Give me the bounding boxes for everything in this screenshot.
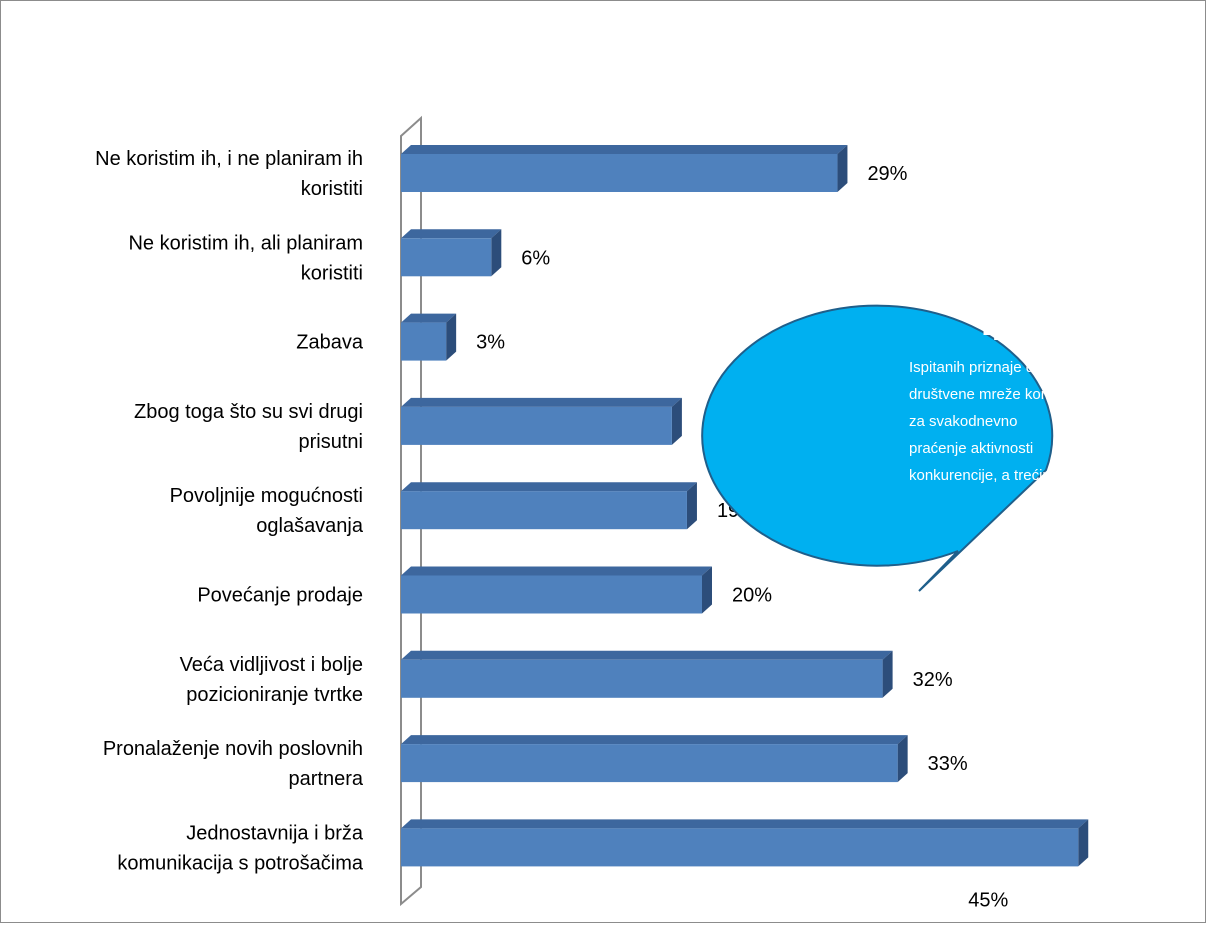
category-label: Pronalaženje novih poslovnih xyxy=(103,738,363,760)
bar-7 xyxy=(401,650,893,698)
bar-2 xyxy=(401,229,502,277)
category-label: Zbog toga što su svi drugi xyxy=(134,401,363,423)
callout-line-5: konkurencije, a trećina xyxy=(909,467,1060,484)
bar-top-face xyxy=(401,313,457,323)
bar-side-face xyxy=(491,229,502,277)
callout-line-1: Ispitanih priznaje da xyxy=(909,359,1043,376)
bar-top-face xyxy=(401,819,1089,829)
bar-front-face xyxy=(401,659,883,698)
bar-top-face xyxy=(401,145,848,154)
bar-4 xyxy=(401,397,682,445)
bar-top-face xyxy=(401,229,502,239)
bar-side-face xyxy=(897,735,908,783)
bar-front-face xyxy=(401,322,447,361)
bar-side-face xyxy=(686,482,697,530)
bar-side-face xyxy=(882,650,893,698)
bar-front-face xyxy=(401,154,838,192)
category-label: pozicioniranje tvrtke xyxy=(186,684,363,706)
callout-line-3: za svakodnevno xyxy=(909,413,1017,430)
bar-side-face xyxy=(837,145,848,192)
category-label: prisutni xyxy=(299,431,363,453)
bar-front-face xyxy=(401,575,702,614)
bar-front-face xyxy=(401,406,672,445)
callout-shape xyxy=(701,304,1054,592)
bar-top-face xyxy=(401,566,712,576)
category-label: Povoljnije mogućnosti xyxy=(170,485,363,507)
value-label: 32% xyxy=(913,669,953,691)
category-label: komunikacija s potrošačima xyxy=(117,852,364,874)
bar-side-face xyxy=(671,397,682,445)
category-label: Ne koristim ih, ali planiram xyxy=(128,232,363,254)
value-label: 45% xyxy=(968,889,1008,911)
category-label: Jednostavnija i brža xyxy=(186,822,364,844)
bar-top-face xyxy=(401,397,682,407)
category-label: Povećanje prodaje xyxy=(197,585,363,607)
category-label: koristiti xyxy=(301,178,363,200)
value-label: 3% xyxy=(476,332,505,354)
callout-line-4: praćenje aktivnosti xyxy=(909,440,1033,457)
callout-line-2: društvene mreže koristi i xyxy=(909,386,1072,403)
bar-9 xyxy=(401,819,1089,867)
bar-front-face xyxy=(401,491,687,530)
bar-top-face xyxy=(401,735,908,745)
value-label: 29% xyxy=(867,163,907,185)
bar-top-face xyxy=(401,650,893,660)
category-label: koristiti xyxy=(301,262,363,284)
bar-8 xyxy=(401,735,908,783)
bar-6 xyxy=(401,566,712,614)
bar-5 xyxy=(401,482,697,530)
bar-3 xyxy=(401,313,457,361)
bar-front-face xyxy=(401,828,1079,867)
bar-front-face xyxy=(401,238,492,277)
bar-front-face xyxy=(401,744,898,783)
callout-bubble: 40% Ispitanih priznaje da društvene mrež… xyxy=(701,304,1072,592)
category-label: Ne koristim ih, i ne planiram ih xyxy=(95,148,363,170)
category-labels: Ne koristim ih, i ne planiram ih koristit… xyxy=(95,148,364,874)
bar-side-face xyxy=(702,566,712,614)
category-label: partnera xyxy=(289,768,364,790)
bars-layer xyxy=(401,145,1089,867)
value-label: 20% xyxy=(732,585,772,607)
callout-percent: 40% xyxy=(983,310,1051,348)
category-label: oglašavanja xyxy=(256,515,364,537)
category-label: Veća vidljivost i bolje xyxy=(180,654,363,676)
bar-top-face xyxy=(401,482,697,492)
category-label: Zabava xyxy=(296,332,364,354)
value-label: 6% xyxy=(521,247,550,269)
value-label: 33% xyxy=(928,753,968,775)
bar-side-face xyxy=(1078,819,1089,867)
bar-1 xyxy=(401,145,848,192)
bar-side-face xyxy=(446,313,457,361)
